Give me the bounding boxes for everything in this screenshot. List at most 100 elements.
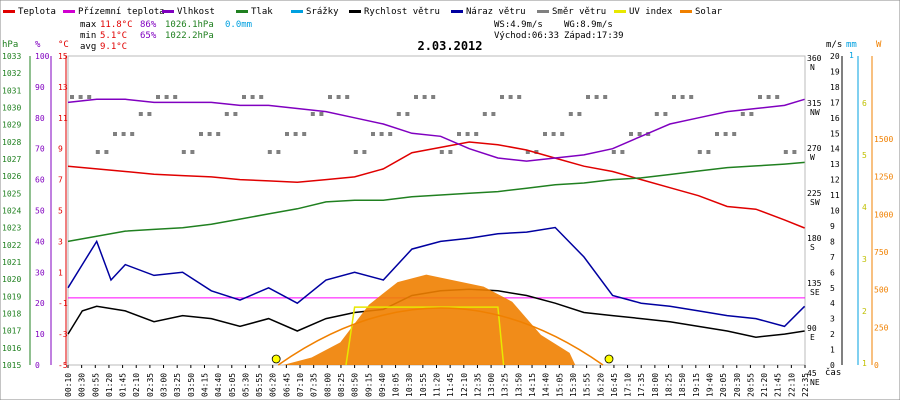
wind-direction-dot xyxy=(422,95,427,99)
x-tick-label: 18:25 xyxy=(665,373,674,397)
x-tick-label: 19:15 xyxy=(692,373,701,397)
wind-direction-marks xyxy=(70,95,797,154)
wind-speed-tick-label: 6 xyxy=(830,268,835,277)
x-tick-label: 03:00 xyxy=(160,373,169,397)
pressure-tick-label: 1015 xyxy=(2,361,21,370)
x-tick-label: 20:30 xyxy=(733,373,742,397)
wind-direction-dot xyxy=(654,112,659,116)
wind-direction-dot xyxy=(439,150,444,154)
series-line-n-raz-v-tru xyxy=(67,226,806,328)
wind-speed-tick-label: 2 xyxy=(830,330,835,339)
wind-direction-dot xyxy=(448,150,453,154)
wind-direction-dot xyxy=(224,112,229,116)
temperature-tick-label: -1 xyxy=(58,299,68,308)
legend-swatch xyxy=(291,10,303,13)
pressure-tick-label: 1021 xyxy=(2,258,21,267)
x-tick-label: 15:05 xyxy=(555,373,564,397)
wind-speed-tick-label: 8 xyxy=(830,237,835,246)
wind-direction-dot xyxy=(138,112,143,116)
stats-block: max 11.8°C 86% 1026.1hPa 0.0mm min 5.1°C… xyxy=(80,20,624,52)
wind-dir-degree-label: 225 xyxy=(807,189,822,198)
pressure-tick-label: 1020 xyxy=(2,275,21,284)
wind-direction-dot xyxy=(216,132,221,136)
x-tick-label: 14:40 xyxy=(542,373,551,397)
series-line-vlhkost xyxy=(67,98,805,162)
legend-swatch xyxy=(349,10,361,13)
uv-tick-label: 3 xyxy=(862,255,867,264)
x-tick-label: 18:50 xyxy=(678,373,687,397)
x-tick-label: 09:40 xyxy=(378,373,387,397)
wind-direction-dot xyxy=(405,112,410,116)
wind-direction-dot xyxy=(749,112,754,116)
x-tick-label: 07:35 xyxy=(310,373,319,397)
x-tick-label: 10:05 xyxy=(392,373,401,397)
pressure-tick-label: 1032 xyxy=(2,69,21,78)
sunset-marker xyxy=(604,354,614,364)
wind-speed-tick-label: 1 xyxy=(830,346,835,355)
wind-direction-dot xyxy=(233,112,238,116)
wind-direction-dot xyxy=(431,95,436,99)
solar-tick-label: 500 xyxy=(874,286,889,295)
wind-direction-dot xyxy=(783,150,788,154)
wind-direction-dot xyxy=(474,132,479,136)
x-tick-label: 13:00 xyxy=(487,373,496,397)
wind-speed-tick-label: 17 xyxy=(830,98,840,107)
stat-max-label: max xyxy=(80,20,97,30)
wind-direction-dot xyxy=(164,95,169,99)
x-tick-label: 15:55 xyxy=(583,373,592,397)
wind-direction-dot xyxy=(345,95,350,99)
solar-tick-label: 0 xyxy=(874,361,879,370)
temperature-tick-label: 1 xyxy=(58,268,63,277)
pressure-tick-label: 1022 xyxy=(2,241,21,250)
wind-direction-dot xyxy=(353,150,358,154)
wind-speed-tick-label: 10 xyxy=(830,207,840,216)
pressure-tick-label: 1028 xyxy=(2,138,21,147)
stat-min-label: min xyxy=(80,31,96,41)
wind-direction-dot xyxy=(508,95,513,99)
pressure-tick-label: 1024 xyxy=(2,207,21,216)
x-tick-label: 11:20 xyxy=(433,373,442,397)
x-tick-label: 05:05 xyxy=(228,373,237,397)
x-tick-label: 17:35 xyxy=(637,373,646,397)
x-tick-label: 11:45 xyxy=(446,373,455,397)
humidity-tick-label: 20 xyxy=(35,299,45,308)
stat-min-press: 1022.2hPa xyxy=(165,31,214,41)
wind-direction-dot xyxy=(104,150,109,154)
wind-dir-degree-label: 90 xyxy=(807,324,817,333)
legend-swatch xyxy=(63,10,75,13)
chart-series xyxy=(67,98,806,366)
x-tick-label: 12:35 xyxy=(473,373,482,397)
wind-direction-dot xyxy=(190,150,195,154)
humidity-tick-label: 100 xyxy=(35,52,50,61)
legend-label: Tlak xyxy=(251,7,273,17)
wind-direction-dot xyxy=(663,112,668,116)
humidity-tick-label: 0 xyxy=(35,361,40,370)
wind-speed-tick-label: 18 xyxy=(830,83,840,92)
x-tick-label: 08:50 xyxy=(351,373,360,397)
pressure-tick-label: 1027 xyxy=(2,155,21,164)
stat-max-temp: 11.8°C xyxy=(100,20,133,30)
wind-direction-dot xyxy=(319,112,324,116)
x-tick-label: 12:10 xyxy=(460,373,469,397)
x-tick-label: 16:20 xyxy=(596,373,605,397)
wind-direction-dot xyxy=(732,132,737,136)
wind-direction-dot xyxy=(611,150,616,154)
wind-direction-dot xyxy=(70,95,74,99)
wind-direction-dot xyxy=(78,95,83,99)
legend-label: Vlhkost xyxy=(177,7,215,17)
solar-axis-label: W xyxy=(876,40,882,50)
chart-legend: Teplota Přízemní teplota Vlhkost Tlak Srážky… xyxy=(3,7,723,17)
wind-dir-compass-label: NE xyxy=(810,378,820,387)
wind-speed-tick-label: 15 xyxy=(830,129,840,138)
wind-dir-degree-label: 360 xyxy=(807,54,822,63)
pressure-axis-label: hPa xyxy=(2,40,18,50)
wind-direction-dot xyxy=(792,150,797,154)
wind-direction-dot xyxy=(723,132,728,136)
uv-tick-label: 6 xyxy=(862,99,867,108)
pressure-tick-label: 1029 xyxy=(2,121,21,130)
solar-tick-label: 750 xyxy=(874,248,889,257)
stat-avg-label: avg xyxy=(80,42,96,52)
stat-max-press: 1026.1hPa xyxy=(165,20,214,30)
x-tick-label: 13:50 xyxy=(514,373,523,397)
